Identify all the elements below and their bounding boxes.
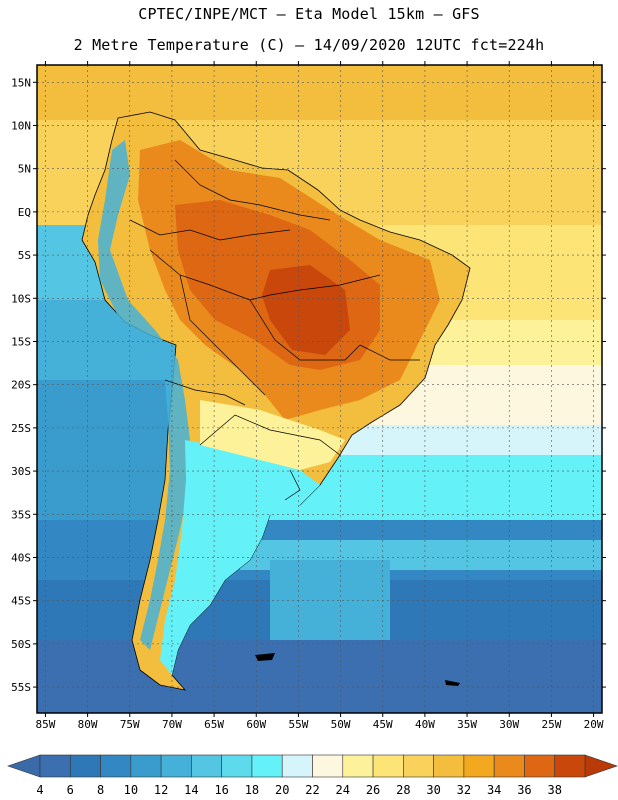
colorbar-swatch <box>160 754 192 778</box>
colorbar-swatch <box>281 754 313 778</box>
colorbar: 4 6 8 10 12 14 16 18 20 22 24 26 28 30 32 34 36 38 <box>7 754 618 797</box>
lat-tick-label: 5S <box>18 249 31 262</box>
lat-tick-label: 10N <box>11 119 31 132</box>
colorbar-label: 18 <box>245 783 259 797</box>
colorbar-label: 10 <box>124 783 138 797</box>
title-line-1: CPTEC/INPE/MCT – Eta Model 15km – GFS <box>138 5 480 23</box>
lat-tick-label: 35S <box>11 508 31 521</box>
lat-tick-label: 20S <box>11 379 31 392</box>
southern-band-04 <box>37 640 602 713</box>
longitude-axis: 85W 80W 75W 70W 65W 60W 55W 50W 45W 40W 35W 30W 25W 2… <box>35 61 604 731</box>
lon-tick-label: 30W <box>499 718 519 731</box>
lat-tick-label: EQ <box>18 206 31 219</box>
lon-tick-label: 70W <box>162 718 182 731</box>
colorbar-label: 20 <box>275 783 289 797</box>
colorbar-swatch <box>39 754 71 778</box>
colorbar-label: 12 <box>154 783 168 797</box>
interior-band-38 <box>262 265 350 355</box>
colorbar-label: 22 <box>305 783 319 797</box>
colorbar-swatch <box>251 754 283 778</box>
colorbar-low-arrow <box>7 754 41 778</box>
lat-tick-label: 50S <box>11 638 31 651</box>
title-line-2: 2 Metre Temperature (C) – 14/09/2020 12U… <box>73 36 545 54</box>
lat-tick-label: 30S <box>11 465 31 478</box>
lat-tick-label: 40S <box>11 551 31 564</box>
colorbar-swatch <box>433 754 465 778</box>
colorbar-swatch <box>69 754 101 778</box>
lat-tick-label: 5N <box>18 163 31 176</box>
patagonia-shelf-warm <box>270 560 390 640</box>
lat-tick-label: 25S <box>11 422 31 435</box>
map-frame <box>36 64 603 714</box>
lon-tick-label: 75W <box>120 718 140 731</box>
colorbar-label: 32 <box>457 783 471 797</box>
colorbar-swatch <box>342 754 374 778</box>
pampas-band-22 <box>200 400 345 470</box>
lon-tick-label: 85W <box>35 718 55 731</box>
colorbar-label: 4 <box>36 783 43 797</box>
colorbar-label: 38 <box>547 783 561 797</box>
lon-tick-label: 80W <box>78 718 98 731</box>
colorbar-swatch <box>554 754 586 778</box>
colorbar-label: 26 <box>366 783 380 797</box>
lon-tick-label: 25W <box>541 718 561 731</box>
colorbar-label: 34 <box>487 783 501 797</box>
colorbar-label: 24 <box>336 783 350 797</box>
lat-tick-label: 15S <box>11 335 31 348</box>
lon-tick-label: 60W <box>246 718 266 731</box>
lon-tick-label: 45W <box>373 718 393 731</box>
latitude-axis: 15N 10N 5N EQ 5S 10S 15S 20S 25S 30S 35S 40S 45S 50S 5… <box>11 76 606 694</box>
lon-tick-label: 20W <box>584 718 604 731</box>
lon-tick-label: 50W <box>331 718 351 731</box>
colorbar-swatch <box>403 754 434 778</box>
colorbar-label: 16 <box>214 783 228 797</box>
lat-tick-label: 45S <box>11 595 31 608</box>
lat-lon-grid <box>37 65 602 713</box>
lat-tick-label: 10S <box>11 292 31 305</box>
colorbar-swatch <box>493 754 525 778</box>
colorbar-swatch <box>524 754 556 778</box>
lat-tick-label: 15N <box>11 76 31 89</box>
colorbar-label: 14 <box>184 783 198 797</box>
southern-cone-band-18 <box>160 440 320 675</box>
colorbar-label: 8 <box>97 783 104 797</box>
lon-tick-label: 55W <box>288 718 308 731</box>
lat-tick-label: 55S <box>11 681 31 694</box>
colorbar-label: 6 <box>67 783 74 797</box>
country-borders <box>129 159 420 501</box>
lon-tick-label: 40W <box>415 718 435 731</box>
colorbar-swatch <box>312 754 344 778</box>
lon-tick-label: 35W <box>457 718 477 731</box>
map-field <box>37 65 602 713</box>
colorbar-swatch <box>191 754 222 778</box>
ocean-band-30 <box>37 65 602 120</box>
lon-tick-label: 65W <box>204 718 224 731</box>
colorbar-swatch <box>372 754 404 778</box>
colorbar-swatch <box>130 754 162 778</box>
south-georgia <box>445 680 460 686</box>
colorbar-label: 36 <box>517 783 531 797</box>
colorbar-swatch <box>221 754 253 778</box>
colorbar-label: 28 <box>396 783 410 797</box>
colorbar-high-arrow <box>584 754 618 778</box>
andes-cold-band <box>98 140 190 650</box>
colorbar-label: 30 <box>426 783 440 797</box>
falkland-islands <box>255 653 275 661</box>
colorbar-swatch <box>463 754 495 778</box>
colorbar-swatch <box>100 754 132 778</box>
